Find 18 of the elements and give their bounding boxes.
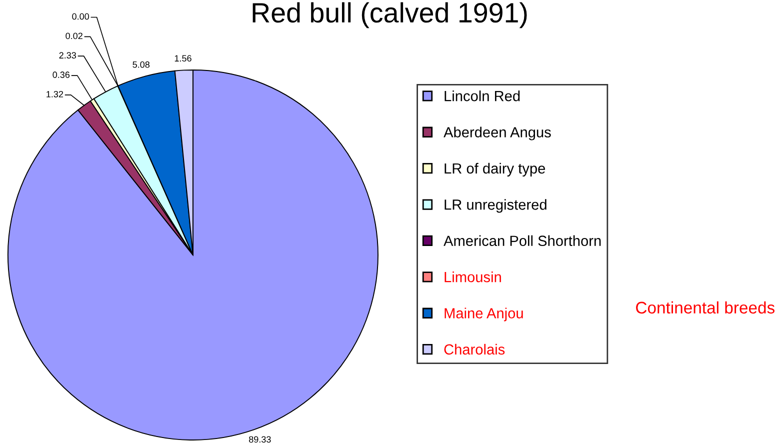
chart-title: Red bull (calved 1991)	[252, 2, 527, 28]
legend-label: American Poll Shorthorn	[444, 235, 601, 246]
data-label: 5.08	[132, 61, 150, 68]
data-label: 2.33	[59, 52, 76, 59]
data-label: 0.36	[52, 72, 70, 78]
data-label: 89.33	[249, 436, 271, 443]
text: Continental breeds	[636, 301, 775, 314]
legend-label: Aberdeen Angus	[444, 126, 551, 140]
legend-label: LR unregistered	[444, 199, 546, 213]
text: 0.00	[72, 13, 90, 20]
legend-label: Maine Anjou	[444, 308, 523, 322]
data-label: 0.02	[66, 32, 82, 40]
data-label: 1.56	[174, 55, 192, 62]
data-label: 1.32	[46, 90, 64, 98]
legend-label: Lincoln Red	[444, 90, 520, 102]
legend-label: Charolais	[444, 344, 505, 355]
legend-label: LR of dairy type	[444, 162, 546, 176]
legend-label: Limousin	[444, 272, 501, 282]
